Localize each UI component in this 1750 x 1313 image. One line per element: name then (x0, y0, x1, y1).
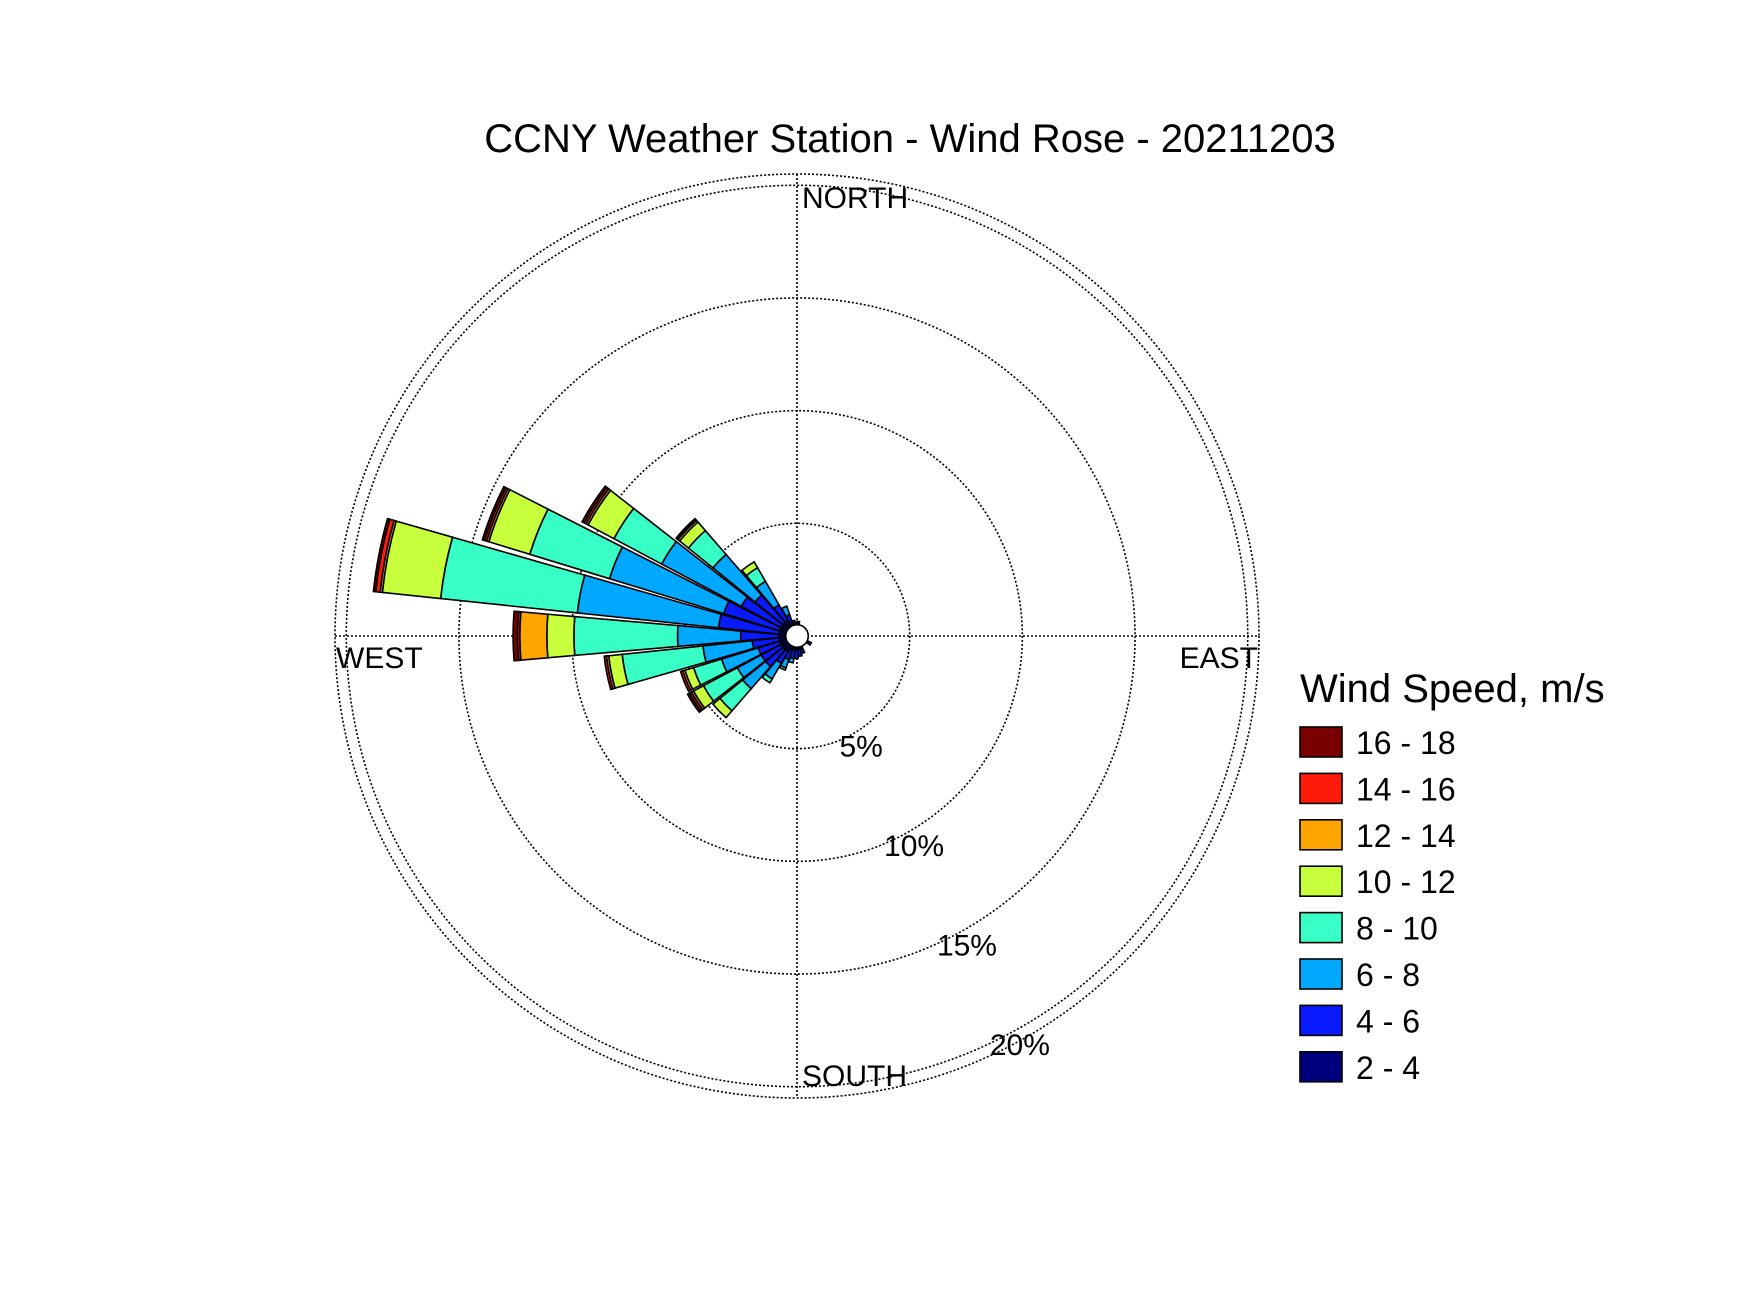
wedge-347deg-bin-1 (791, 619, 797, 625)
legend: Wind Speed, m/s 16 - 18 14 - 16 12 - 14 10 … (1299, 667, 1605, 1086)
radial-tick-10: 10% (884, 830, 944, 863)
radial-tick-labels: 5% 10% 15% 20% (839, 731, 1049, 1062)
legend-swatch-5 (1299, 958, 1343, 990)
north-label: NORTH (802, 182, 908, 215)
wedge-270deg-bin-4 (546, 613, 576, 659)
wedge-160deg-bin-1 (799, 647, 806, 655)
wedge-120deg-bin-1 (806, 640, 813, 647)
wedge-204deg-bin-3 (778, 664, 788, 672)
chart-title: CCNY Weather Station - Wind Rose - 20211… (484, 117, 1336, 161)
east-label: EAST (1180, 642, 1258, 675)
radial-tick-5: 5% (839, 731, 882, 764)
wedge-314deg-bin-7 (675, 517, 697, 540)
west-label: WEST (336, 642, 423, 675)
wedge-292deg-bin-7 (481, 485, 507, 542)
legend-swatch-2 (1299, 818, 1343, 851)
legend-label-0: 16 - 18 (1356, 725, 1456, 761)
legend-label-5: 6 - 8 (1356, 957, 1420, 993)
wedge-281deg-bin-7 (372, 517, 391, 593)
wedge-5deg-bin-1 (796, 620, 801, 625)
wedge-325deg-bin-4 (740, 560, 759, 577)
legend-swatch-6 (1299, 1004, 1343, 1037)
wedge-270deg-bin-5 (519, 610, 549, 662)
axis-labels: NORTH EAST SOUTH WEST (336, 182, 1258, 1093)
legend-swatch-7 (1299, 1051, 1343, 1083)
legend-swatch-1 (1299, 772, 1343, 805)
wedge-171deg-bin-1 (797, 648, 803, 658)
south-label: SOUTH (802, 1060, 907, 1093)
legend-swatch-4 (1299, 911, 1343, 944)
wedge-270deg-bin-7 (512, 610, 520, 662)
wedge-193deg-bin-2 (787, 656, 795, 664)
legend-swatch-3 (1299, 865, 1343, 898)
wind-sectors (372, 485, 813, 719)
wedge-182deg-bin-1 (793, 648, 800, 660)
legend-label-3: 10 - 12 (1356, 864, 1456, 900)
radial-tick-20: 20% (990, 1029, 1050, 1062)
legend-label-7: 2 - 4 (1356, 1050, 1420, 1086)
radial-tick-15: 15% (937, 930, 997, 963)
center-calm-circle (784, 623, 810, 649)
wedge-336deg-bin-2 (780, 605, 791, 618)
polar-grid (334, 173, 1260, 1099)
legend-swatch-0 (1299, 726, 1343, 758)
wedge-248deg-bin-6 (679, 669, 692, 693)
wedge-237deg-bin-7 (686, 692, 703, 714)
legend-label-1: 14 - 16 (1356, 771, 1456, 807)
legend-title: Wind Speed, m/s (1300, 667, 1605, 711)
legend-label-4: 8 - 10 (1356, 911, 1438, 947)
legend-label-2: 12 - 14 (1356, 818, 1456, 854)
wedge-215deg-bin-3 (761, 672, 774, 684)
wedge-226deg-bin-4 (711, 697, 734, 719)
wedge-259deg-bin-6 (603, 655, 614, 691)
legend-label-6: 4 - 6 (1356, 1003, 1420, 1039)
wedge-303deg-bin-7 (581, 485, 609, 524)
